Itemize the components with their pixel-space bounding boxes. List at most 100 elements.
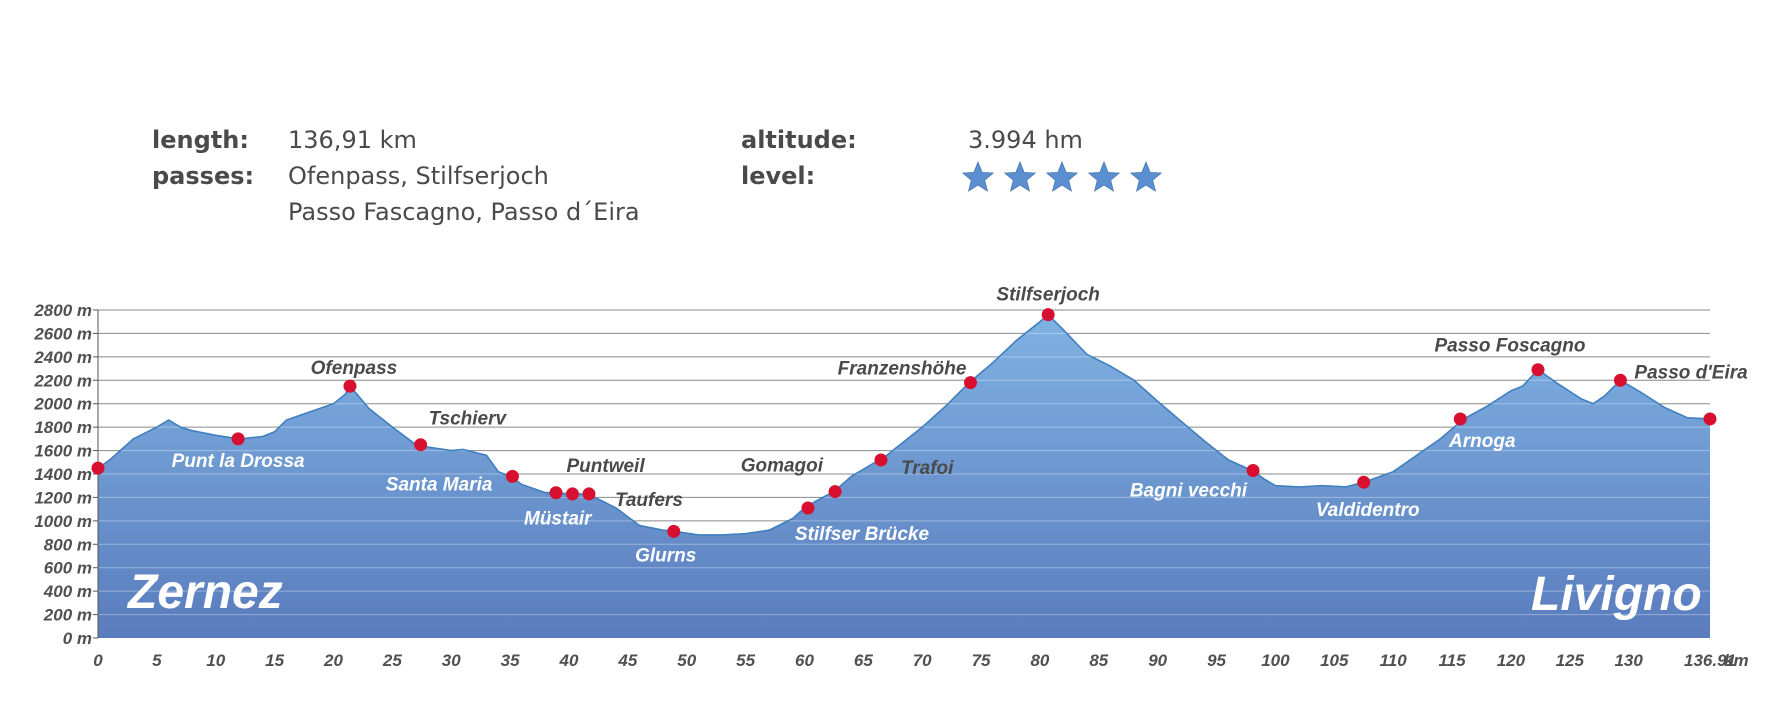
location-marker bbox=[963, 376, 977, 390]
info-panel: length: 136,91 km passes: Ofenpass, Stil… bbox=[0, 0, 1774, 230]
x-tick-label: 130 bbox=[1614, 651, 1643, 670]
star-icon bbox=[1045, 160, 1079, 192]
location-label: Punt la Drossa bbox=[172, 451, 305, 472]
length-value: 136,91 km bbox=[288, 126, 417, 154]
y-tick-label: 2800 m bbox=[33, 301, 92, 320]
start-town-label: Zernez bbox=[126, 566, 283, 619]
y-tick-label: 1800 m bbox=[34, 418, 92, 437]
location-markers bbox=[91, 308, 1717, 538]
y-tick-label: 2400 m bbox=[33, 348, 92, 367]
y-tick-label: 1400 m bbox=[34, 465, 92, 484]
location-marker bbox=[565, 487, 579, 501]
altitude-value: 3.994 hm bbox=[968, 126, 1083, 154]
x-tick-label: 120 bbox=[1497, 651, 1526, 670]
star-icon bbox=[961, 160, 995, 192]
x-tick-label: 55 bbox=[736, 651, 755, 670]
location-marker bbox=[874, 453, 888, 467]
x-tick-label: 40 bbox=[559, 651, 579, 670]
altitude-label: altitude: bbox=[741, 126, 857, 154]
y-tick-label: 400 m bbox=[43, 582, 92, 601]
location-marker bbox=[828, 485, 842, 499]
location-marker bbox=[1531, 363, 1545, 377]
location-label: Passo Foscagno bbox=[1434, 336, 1585, 357]
x-tick-label: 70 bbox=[913, 651, 932, 670]
x-tick-label: 0 bbox=[93, 651, 103, 670]
x-tick-label: 10 bbox=[206, 651, 225, 670]
y-tick-label: 200 m bbox=[43, 606, 92, 625]
passes-line-1: Ofenpass, Stilfserjoch bbox=[288, 162, 549, 190]
location-label: Arnoga bbox=[1448, 431, 1516, 452]
location-label: Tschierv bbox=[429, 409, 508, 430]
y-tick-label: 600 m bbox=[44, 559, 92, 578]
location-labels: Punt la Drossa Ofenpass Tschierv Santa Mari… bbox=[172, 285, 1749, 567]
x-tick-label: 5 bbox=[152, 651, 162, 670]
location-marker bbox=[1703, 412, 1717, 426]
x-tick-label: 65 bbox=[854, 651, 873, 670]
y-tick-label: 0 m bbox=[63, 629, 92, 648]
x-tick-label: 100 bbox=[1261, 651, 1290, 670]
location-marker bbox=[343, 379, 357, 393]
location-label: Valdidentro bbox=[1316, 500, 1420, 521]
location-label: Ofenpass bbox=[311, 358, 398, 379]
level-label: level: bbox=[741, 162, 816, 190]
x-tick-label: 45 bbox=[617, 651, 637, 670]
location-label: Stilfserjoch bbox=[996, 285, 1099, 306]
location-label: Bagni vecchi bbox=[1130, 480, 1248, 501]
x-tick-label: 80 bbox=[1030, 651, 1049, 670]
end-town-label: Livigno bbox=[1531, 568, 1702, 621]
x-tick-label: 136.91 bbox=[1684, 651, 1736, 670]
x-tick-label: 50 bbox=[677, 651, 696, 670]
location-label: Passo d'Eira bbox=[1634, 362, 1748, 383]
star-icon bbox=[1003, 160, 1037, 192]
x-tick-label: 30 bbox=[442, 651, 461, 670]
passes-label: passes: bbox=[152, 162, 255, 190]
x-tick-label: 85 bbox=[1089, 651, 1108, 670]
x-tick-label: 125 bbox=[1556, 651, 1585, 670]
location-marker bbox=[91, 461, 105, 475]
y-tick-label: 2600 m bbox=[33, 324, 92, 343]
passes-line-2: Passo Fascagno, Passo d´Eira bbox=[288, 198, 640, 226]
location-label: Taufers bbox=[615, 490, 683, 511]
x-tick-label: 20 bbox=[323, 651, 343, 670]
location-marker bbox=[549, 486, 563, 500]
location-marker bbox=[1246, 463, 1260, 477]
location-label: Puntweil bbox=[566, 456, 645, 477]
location-marker bbox=[582, 487, 596, 501]
location-label: Gomagoi bbox=[741, 456, 824, 477]
location-marker bbox=[801, 501, 815, 515]
level-stars bbox=[961, 160, 1163, 192]
x-tick-label: 115 bbox=[1438, 651, 1466, 670]
star-icon bbox=[1087, 160, 1121, 192]
location-label: Müstair bbox=[524, 509, 593, 530]
location-label: Stilfser Brücke bbox=[795, 524, 930, 545]
elevation-area bbox=[98, 314, 1710, 638]
location-label: Santa Maria bbox=[386, 474, 493, 495]
location-marker bbox=[1357, 475, 1371, 489]
location-label: Glurns bbox=[635, 545, 696, 566]
y-tick-label: 1600 m bbox=[34, 442, 92, 461]
y-axis-ticks: 0 m 200 m 400 m 600 m 800 m 1000 m 1200 m 1400 … bbox=[33, 301, 98, 648]
x-tick-label: 75 bbox=[972, 651, 991, 670]
x-tick-label: 90 bbox=[1148, 651, 1167, 670]
y-tick-label: 1000 m bbox=[34, 512, 92, 531]
star-icon bbox=[1129, 160, 1163, 192]
location-marker bbox=[505, 469, 519, 483]
location-marker bbox=[1041, 308, 1055, 322]
x-tick-label: 110 bbox=[1380, 651, 1408, 670]
y-tick-label: 2000 m bbox=[33, 395, 92, 414]
x-tick-label: 25 bbox=[382, 651, 402, 670]
location-marker bbox=[1453, 412, 1467, 426]
location-label: Trafoi bbox=[901, 458, 954, 479]
x-tick-label: 15 bbox=[265, 651, 284, 670]
location-marker bbox=[414, 438, 428, 452]
x-tick-label: 95 bbox=[1207, 651, 1226, 670]
y-tick-label: 2200 m bbox=[33, 371, 92, 390]
x-tick-label: 105 bbox=[1320, 651, 1349, 670]
x-tick-label: 60 bbox=[795, 651, 814, 670]
length-label: length: bbox=[152, 126, 249, 154]
y-tick-label: 1200 m bbox=[34, 488, 92, 507]
location-marker bbox=[231, 432, 245, 446]
x-axis-unit-label: km bbox=[1724, 651, 1749, 670]
location-label: Franzenshöhe bbox=[838, 359, 967, 380]
